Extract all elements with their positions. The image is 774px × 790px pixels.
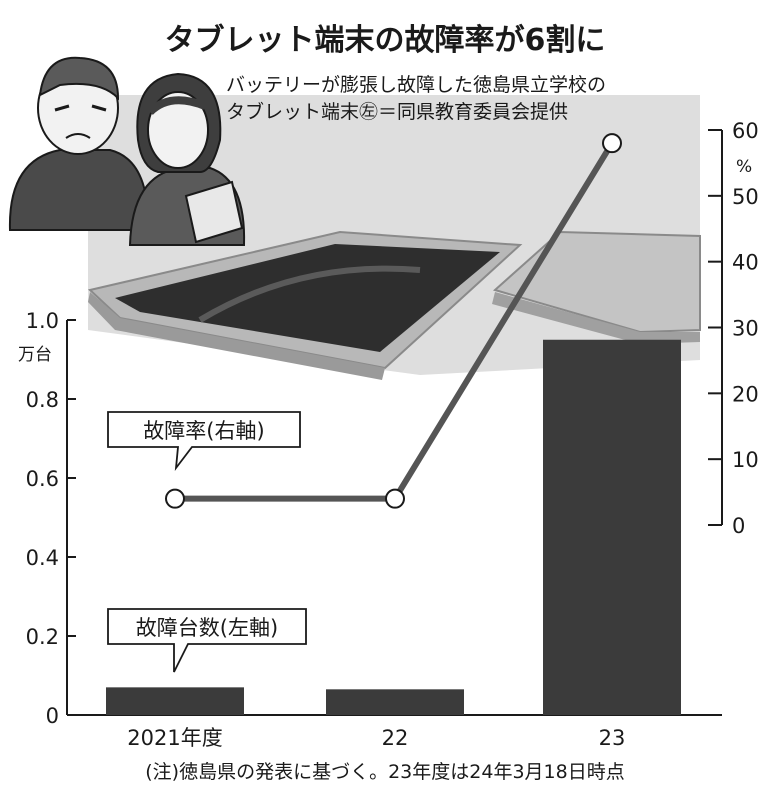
left-axis-tick-label: 0.4 (26, 546, 59, 570)
category-label: 2021年度 (127, 726, 222, 750)
right-axis-tick-label: 10 (732, 448, 759, 472)
category-labels: 2021年度 22 23 (127, 726, 625, 750)
left-axis-tick-label: 0.8 (26, 388, 59, 412)
right-axis-unit: % (736, 157, 752, 177)
right-axis-tick-label: 60 (732, 119, 759, 143)
right-axis-tick-label: 40 (732, 251, 759, 275)
category-label: 23 (599, 726, 626, 750)
right-axis-tick-label: 30 (732, 317, 759, 341)
right-axis-tick-label: 50 (732, 185, 759, 209)
worried-people-icon (8, 56, 246, 246)
rate-point-2 (385, 488, 405, 509)
left-axis-unit: 万台 (18, 345, 52, 365)
bar-2 (326, 689, 464, 715)
callout-rate-label: 故障率(右軸) (143, 419, 264, 443)
photo-caption-line2: タブレット端末㊧＝同県教育委員会提供 (226, 100, 568, 123)
right-axis: % 0 10 20 30 40 50 60 (708, 119, 759, 538)
left-axis-tick-label: 0 (46, 704, 59, 728)
bar-1 (106, 687, 244, 715)
right-axis-tick-label: 20 (732, 382, 759, 406)
bar-series (106, 339, 681, 715)
left-axis: 万台 0 0.2 0.4 0.6 0.8 1.0 (18, 309, 76, 728)
rate-point-1 (165, 488, 185, 509)
left-axis-tick-label: 0.2 (26, 625, 59, 649)
right-axis-tick-label: 0 (732, 514, 745, 538)
rate-point-3 (602, 133, 622, 154)
left-axis-tick-label: 0.6 (26, 467, 59, 491)
callout-count: 故障台数(左軸) (107, 608, 307, 673)
chart-title: タブレット端末の故障率が6割に (165, 23, 606, 58)
category-label: 22 (382, 726, 409, 750)
line-series (165, 133, 622, 509)
footnote: (注)徳島県の発表に基づく。23年度は24年3月18日時点 (145, 761, 624, 783)
callout-rate: 故障率(右軸) (107, 411, 301, 472)
left-axis-tick-label: 1.0 (26, 309, 59, 333)
tablet-photo (87, 95, 701, 380)
photo-caption-line1: バッテリーが膨張し故障した徳島県立学校の (226, 74, 606, 96)
callout-count-label: 故障台数(左軸) (136, 616, 278, 640)
bar-3 (543, 339, 681, 715)
